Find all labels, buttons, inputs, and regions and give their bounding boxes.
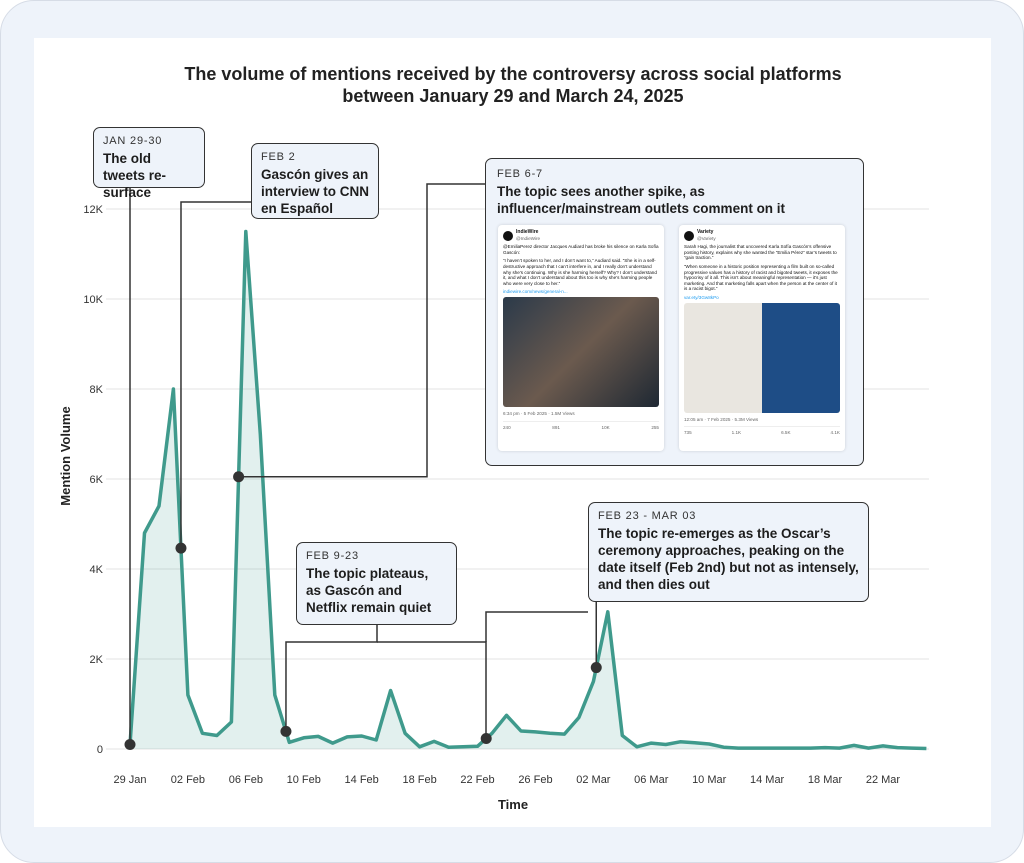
x-tick-label: 26 Feb xyxy=(518,774,552,786)
x-tick-label: 10 Feb xyxy=(287,774,321,786)
y-tick-label: 4K xyxy=(90,564,104,576)
x-tick-label: 14 Feb xyxy=(345,774,379,786)
annotation-text: The old tweets re-surface xyxy=(103,151,167,200)
x-tick-label: 06 Mar xyxy=(634,774,669,786)
connector xyxy=(285,624,378,732)
tweet-header: IndieWire @IndieWire xyxy=(503,229,659,241)
x-tick-label: 02 Mar xyxy=(576,774,611,786)
annotation-dot xyxy=(233,471,245,483)
annotation-date: FEB 9-23 xyxy=(306,550,359,562)
tweet-stat: 4.1K xyxy=(830,430,840,436)
connector xyxy=(180,201,251,549)
y-tick-label: 8K xyxy=(90,384,104,396)
annotation-text: Gascón gives an interview to CNN en Espa… xyxy=(261,167,370,216)
x-tick-label: 22 Mar xyxy=(866,774,901,786)
tweet-link: indiewire.com/news/general-n... xyxy=(503,289,568,295)
tweet-meta: 6:34 pm · 5 Feb 2025 · 1.5M Views xyxy=(503,410,575,416)
annotation-text: The topic plateaus, as Gascón and Netfli… xyxy=(306,566,432,615)
annotation-text: The topic re-emerges as the Oscar’s cere… xyxy=(598,526,859,592)
annotation: FEB 2 Gascón gives an interview to CNN en… xyxy=(251,143,379,219)
tweet-handle: @Variety xyxy=(697,235,716,241)
tweet-name: IndieWire xyxy=(516,229,539,235)
avatar xyxy=(503,230,513,241)
x-tick-label: 10 Mar xyxy=(692,774,727,786)
tweet-name: Variety xyxy=(697,229,714,235)
tweet-image xyxy=(503,296,659,407)
annotation-dot xyxy=(175,542,187,554)
x-tick-label: 06 Feb xyxy=(229,774,263,786)
connector xyxy=(238,183,485,478)
avatar xyxy=(684,230,694,241)
tweet-stat: 255 xyxy=(651,424,659,430)
tweet-author: IndieWire @IndieWire xyxy=(516,229,541,241)
x-tick-label: 29 Jan xyxy=(113,774,146,786)
tweet-text: @EmiliaPerez director Jacques Audiard ha… xyxy=(503,244,659,255)
tweet-author: Variety @Variety xyxy=(697,229,716,241)
tweet-stat: 240 xyxy=(503,424,511,430)
tweet-stat: 10K xyxy=(601,424,610,430)
x-tick-label: 22 Feb xyxy=(460,774,494,786)
tweet-link: var.ety/3Gw8kPo xyxy=(684,294,719,300)
y-tick-label: 12K xyxy=(83,204,103,216)
tweet-stat: 6.5K xyxy=(781,430,791,436)
y-tick-label: 0 xyxy=(97,744,103,756)
annotation-date: JAN 29-30 xyxy=(103,135,163,147)
annotation: FEB 23 - MAR 03 The topic re-emerges as t… xyxy=(588,502,869,602)
annotation-date: FEB 23 - MAR 03 xyxy=(598,510,697,522)
tweet-stat: 735 xyxy=(684,430,692,436)
tweet-meta: 12:05 am · 7 Feb 2025 · 5.3M Views xyxy=(684,416,759,422)
tweet-header: Variety @Variety xyxy=(684,229,840,241)
annotation: JAN 29-30 The old tweets re-surface xyxy=(93,127,205,200)
y-tick-label: 6K xyxy=(90,474,104,486)
tweet-card: Variety @Variety Sarah Hagi, the journalis… xyxy=(679,225,845,451)
annotation: FEB 6-7 The topic sees another spike, as … xyxy=(485,158,864,466)
annotation-dot xyxy=(280,725,292,737)
tweet-image xyxy=(684,302,840,413)
annotation: FEB 9-23 The topic plateaus, as Gascón an… xyxy=(296,542,457,625)
annotation-dot xyxy=(590,662,602,674)
tweet-stat: 891 xyxy=(552,424,560,430)
connector xyxy=(485,611,588,642)
tweet-text: Sarah Hagi, the journalist that uncovere… xyxy=(684,244,837,261)
annotation-date: FEB 6-7 xyxy=(497,168,543,180)
tweet-quote: “I haven’t spoken to her, and I don’t wa… xyxy=(503,258,657,286)
x-tick-label: 18 Mar xyxy=(808,774,843,786)
annotation-dot xyxy=(124,739,136,750)
tweet-stats: 240 891 10K 255 xyxy=(503,420,659,431)
annotation-date: FEB 2 xyxy=(261,151,296,163)
chart-title: The volume of mentions received by the c… xyxy=(184,64,842,106)
tweet-stats: 735 1.1K 6.5K 4.1K xyxy=(684,426,840,436)
y-tick-label: 10K xyxy=(83,294,103,306)
x-tick-label: 18 Feb xyxy=(402,774,436,786)
tweet-card: IndieWire @IndieWire @EmiliaPerez director… xyxy=(498,225,664,451)
x-tick-label: 02 Feb xyxy=(171,774,205,786)
annotation-text: The topic sees another spike, as influen… xyxy=(497,184,786,216)
x-axis-title: Time xyxy=(498,797,528,812)
annotation-dot xyxy=(480,732,492,744)
tweet-stat: 1.1K xyxy=(731,430,742,436)
tweet-handle: @IndieWire xyxy=(516,235,541,241)
y-axis-title: Mention Volume xyxy=(58,406,73,505)
x-tick-label: 14 Mar xyxy=(750,774,785,786)
tweet-quote: “When someone in a historic position rep… xyxy=(684,263,838,292)
y-tick-label: 2K xyxy=(90,654,104,666)
